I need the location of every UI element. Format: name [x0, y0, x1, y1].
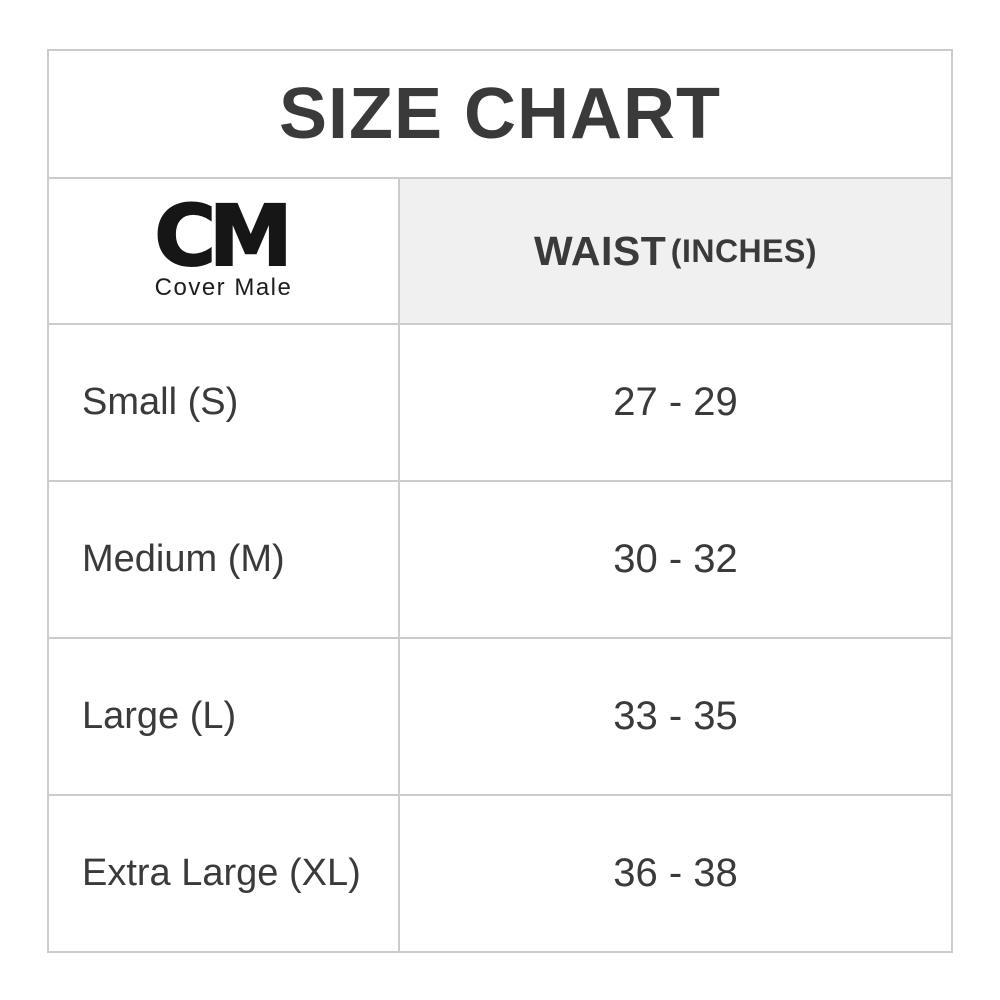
page-title: SIZE CHART [279, 74, 721, 154]
column-header-waist: WAIST (INCHES) [400, 179, 951, 323]
brand-logo: CM Cover Male [49, 179, 398, 323]
column-header-waist-main: WAIST [534, 227, 667, 274]
title-row: SIZE CHART [49, 51, 951, 177]
size-chart-table: SIZE CHART CM Cover Male WAIST (INCHES) … [47, 49, 953, 953]
table-row-large-waist-range: 33 - 35 [400, 639, 951, 794]
table-row-medium-size-label: Medium (M) [49, 482, 398, 637]
table-row-extra-large-size-label: Extra Large (XL) [49, 796, 398, 951]
table-row-small-size-label: Small (S) [49, 325, 398, 480]
table-row-extra-large-waist-range: 36 - 38 [400, 796, 951, 951]
table-row-large-size-label: Large (L) [49, 639, 398, 794]
table-row-small-waist-range: 27 - 29 [400, 325, 951, 480]
brand-logo-initials: CM [153, 187, 293, 285]
column-header-waist-unit: (INCHES) [670, 232, 817, 269]
brand-logo-name: Cover Male [154, 274, 293, 301]
table-row-medium-waist-range: 30 - 32 [400, 482, 951, 637]
